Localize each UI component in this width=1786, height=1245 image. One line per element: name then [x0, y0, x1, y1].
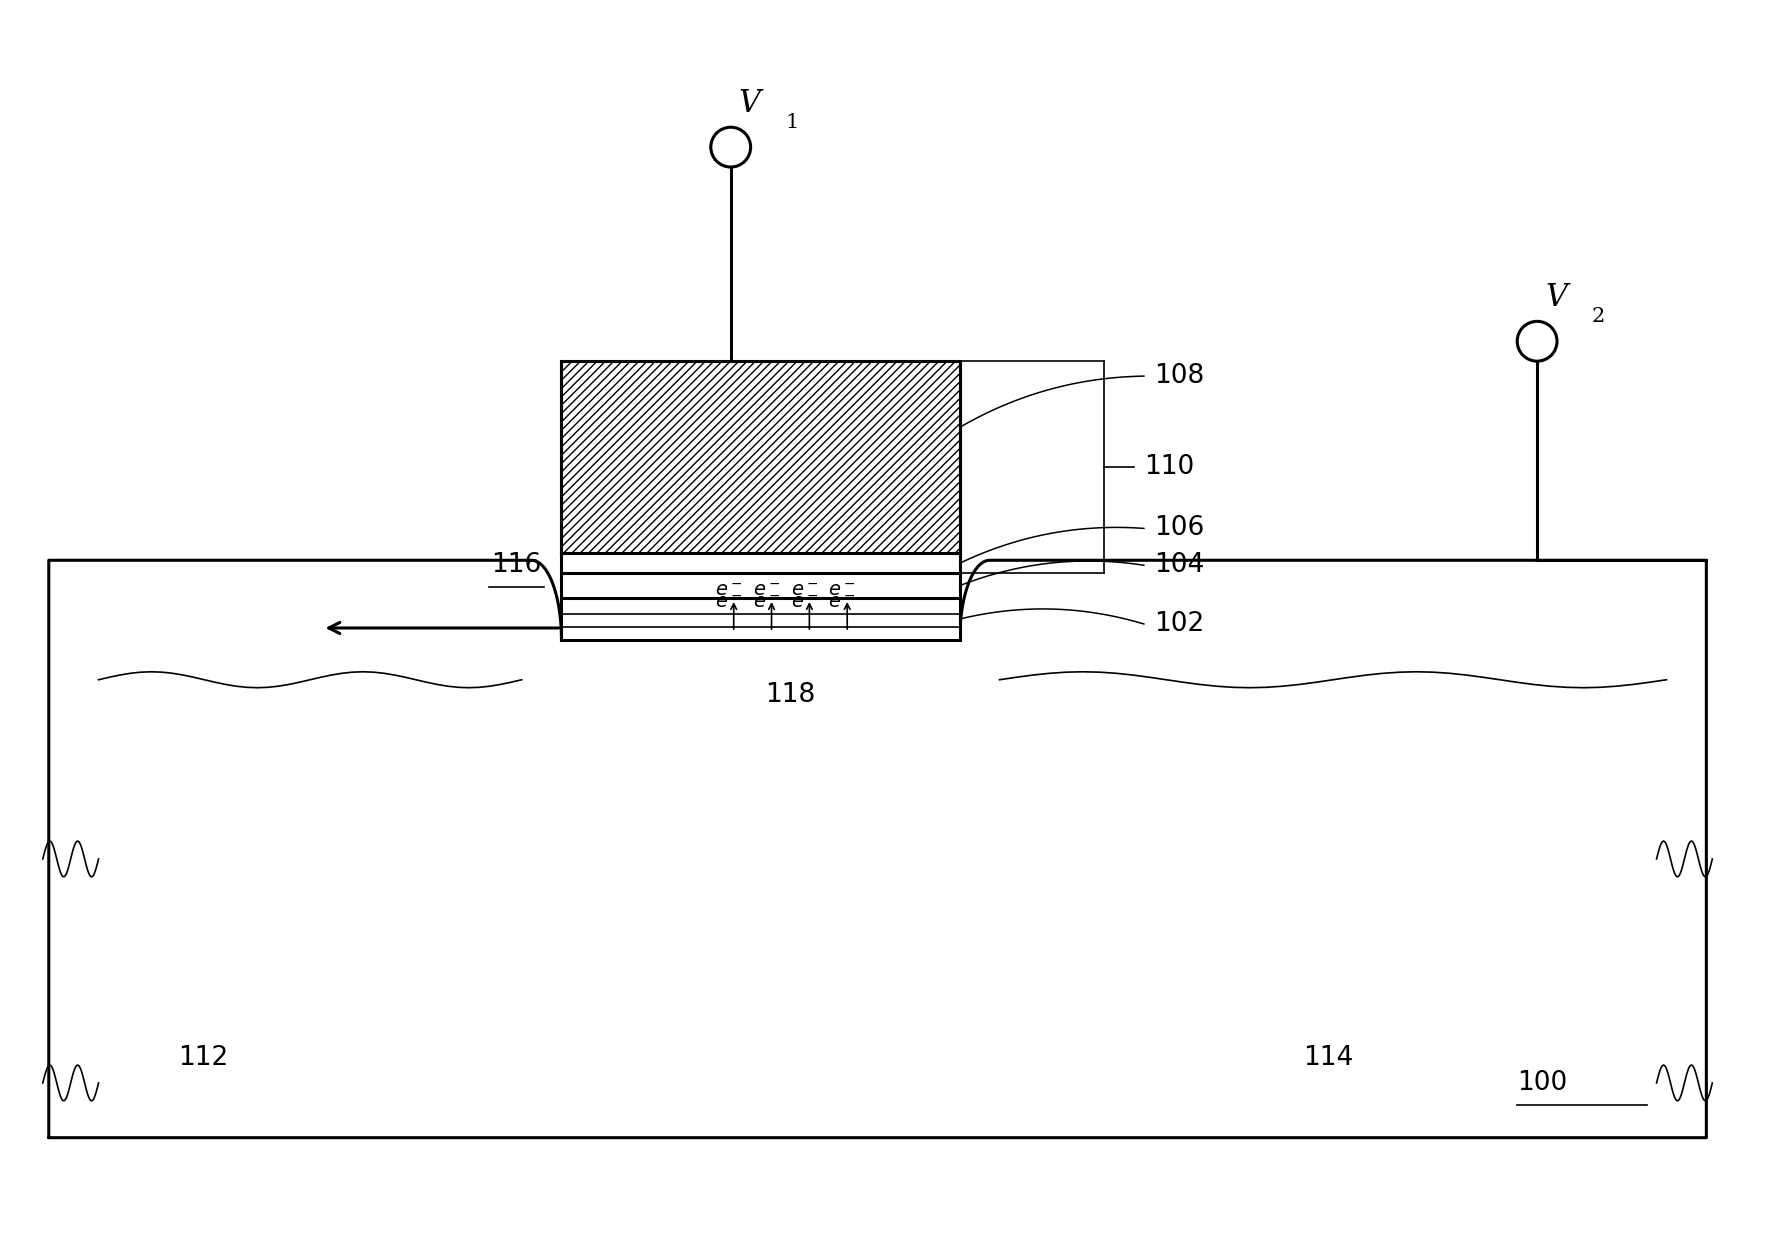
- Text: 104: 104: [1154, 553, 1204, 578]
- Text: 114: 114: [1304, 1045, 1354, 1071]
- Text: $e^-$: $e^-$: [752, 581, 780, 600]
- Polygon shape: [561, 553, 959, 640]
- Text: 106: 106: [1154, 515, 1204, 542]
- Text: 108: 108: [1154, 364, 1204, 390]
- Text: $e^-$: $e^-$: [829, 581, 855, 600]
- Circle shape: [711, 127, 750, 167]
- Text: 116: 116: [491, 553, 541, 578]
- Text: 100: 100: [1516, 1069, 1568, 1096]
- Text: 102: 102: [1154, 611, 1204, 637]
- Text: $e^-$: $e^-$: [791, 581, 818, 600]
- Bar: [561, 361, 959, 553]
- Text: 1: 1: [786, 113, 798, 132]
- Text: 110: 110: [1143, 454, 1195, 481]
- Text: 112: 112: [179, 1045, 229, 1071]
- Text: 118: 118: [766, 682, 816, 707]
- Text: $e^-$: $e^-$: [714, 593, 743, 613]
- Text: $e^-$: $e^-$: [791, 593, 818, 613]
- Text: V: V: [739, 88, 761, 120]
- Polygon shape: [561, 640, 959, 1138]
- Circle shape: [1516, 321, 1557, 361]
- Text: 2: 2: [1591, 308, 1606, 326]
- Text: $e^-$: $e^-$: [752, 593, 780, 613]
- Polygon shape: [561, 573, 959, 598]
- Text: V: V: [1545, 283, 1566, 314]
- Polygon shape: [561, 553, 959, 573]
- Polygon shape: [48, 560, 1706, 1138]
- Text: $e^-$: $e^-$: [714, 581, 743, 600]
- Text: $e^-$: $e^-$: [829, 593, 855, 613]
